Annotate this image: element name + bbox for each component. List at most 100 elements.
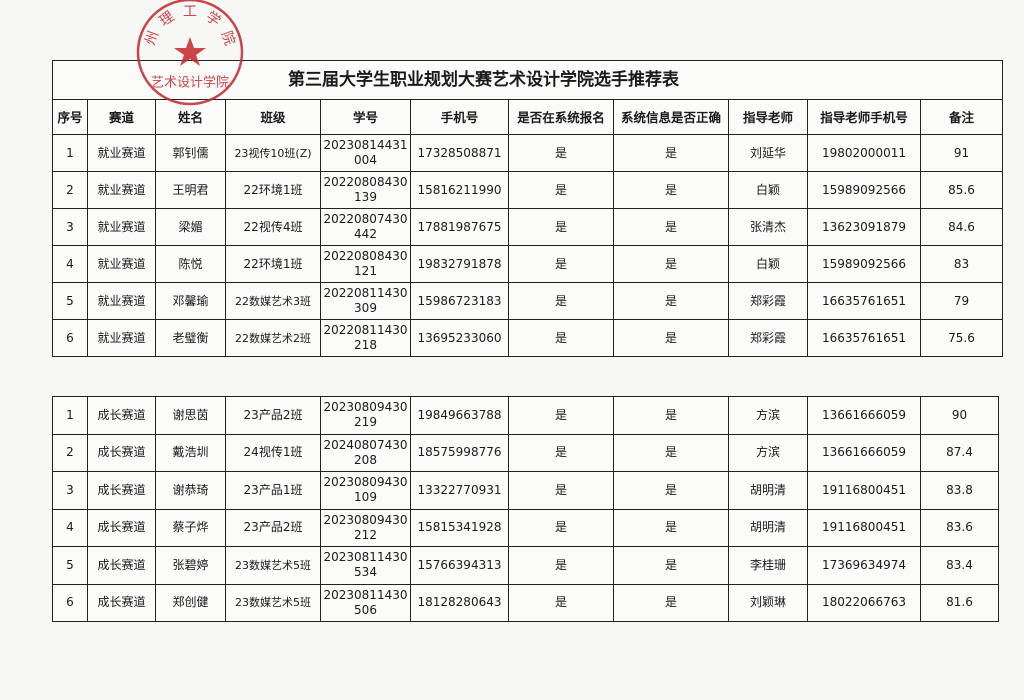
phone-cell: 17881987675 [410, 208, 509, 246]
header-cell: 班级 [225, 99, 321, 135]
table-row: 4 成长赛道 蔡子烨 23产品2班 20230809430 212 15815341928 是… [52, 508, 999, 547]
seq-cell: 2 [52, 433, 88, 472]
student-id-line: 20230809430 [323, 512, 408, 527]
phone-cell: 18128280643 [410, 583, 509, 622]
seq-cell: 1 [52, 396, 88, 435]
header-row: 序号 赛道 姓名 班级 学号 手机号 是否在系统报名 系统信息是否正确 指导老师… [52, 99, 1003, 135]
class-cell: 23视传10班(Z) [225, 134, 321, 172]
phone-cell: 15766394313 [410, 546, 509, 585]
track-cell: 就业赛道 [87, 208, 156, 246]
class-cell: 24视传1班 [225, 433, 321, 472]
teacher-phone-cell: 15989092566 [807, 171, 921, 209]
phone-cell: 15816211990 [410, 171, 509, 209]
track-cell: 成长赛道 [87, 396, 156, 435]
student-id-line: 20220808430 [323, 249, 408, 263]
class-cell: 22环境1班 [225, 171, 321, 209]
note-cell: 87.4 [920, 433, 999, 472]
student-id-line: 20220811430 [323, 286, 408, 300]
name-cell: 戴浩圳 [155, 433, 226, 472]
note-cell: 91 [920, 134, 1003, 172]
seq-cell: 4 [52, 245, 88, 283]
name-cell: 邓馨瑜 [155, 282, 226, 320]
track-cell: 就业赛道 [87, 134, 156, 172]
table-row: 2 成长赛道 戴浩圳 24视传1班 20240807430 208 18575998776 是… [52, 433, 999, 472]
teacher-cell: 郑彩霞 [728, 282, 808, 320]
note-cell: 81.6 [920, 583, 999, 622]
student-id-line: 218 [354, 338, 377, 352]
teacher-phone-cell: 15989092566 [807, 245, 921, 283]
teacher-phone-cell: 18022066763 [807, 583, 921, 622]
teacher-cell: 李桂珊 [728, 546, 808, 585]
name-cell: 郑创健 [155, 583, 226, 622]
teacher-cell: 郑彩霞 [728, 319, 808, 357]
phone-cell: 13322770931 [410, 471, 509, 510]
table-row: 6 就业赛道 老璧衡 22数媒艺术2班 20220811430 218 1369523306… [52, 319, 1003, 357]
registered-cell: 是 [508, 508, 614, 547]
info-correct-cell: 是 [613, 546, 729, 585]
student-id-line: 20220811430 [323, 323, 408, 337]
info-correct-cell: 是 [613, 171, 729, 209]
class-cell: 22数媒艺术3班 [225, 282, 321, 320]
teacher-cell: 刘延华 [728, 134, 808, 172]
info-correct-cell: 是 [613, 134, 729, 172]
registered-cell: 是 [508, 396, 614, 435]
name-cell: 郭钊儒 [155, 134, 226, 172]
student-id-line: 20230809430 [323, 475, 408, 490]
student-id-line: 20240807430 [323, 437, 408, 452]
header-cell: 指导老师手机号 [807, 99, 921, 135]
note-cell: 83.8 [920, 471, 999, 510]
class-cell: 23数媒艺术5班 [225, 583, 321, 622]
track-cell: 就业赛道 [87, 245, 156, 283]
teacher-phone-cell: 16635761651 [807, 319, 921, 357]
student-id-line: 20230811430 [323, 550, 408, 565]
phone-cell: 13695233060 [410, 319, 509, 357]
class-cell: 22视传4班 [225, 208, 321, 246]
teacher-cell: 刘颖琳 [728, 583, 808, 622]
teacher-cell: 胡明清 [728, 471, 808, 510]
name-cell: 张碧婷 [155, 546, 226, 585]
info-correct-cell: 是 [613, 471, 729, 510]
registered-cell: 是 [508, 134, 614, 172]
teacher-cell: 白颖 [728, 245, 808, 283]
seq-cell: 3 [52, 471, 88, 510]
teacher-phone-cell: 17369634974 [807, 546, 921, 585]
teacher-phone-cell: 16635761651 [807, 282, 921, 320]
registered-cell: 是 [508, 546, 614, 585]
table-row: 5 就业赛道 邓馨瑜 22数媒艺术3班 20220811430 309 1598672318… [52, 282, 1003, 320]
header-cell: 备注 [920, 99, 1003, 135]
teacher-cell: 方滨 [728, 396, 808, 435]
student-id-cell: 20230811430 506 [320, 583, 411, 622]
student-id-line: 208 [354, 452, 377, 467]
student-id-line: 109 [354, 490, 377, 505]
student-id-line: 442 [354, 227, 377, 241]
info-correct-cell: 是 [613, 245, 729, 283]
name-cell: 老璧衡 [155, 319, 226, 357]
student-id-line: 212 [354, 527, 377, 542]
class-cell: 23数媒艺术5班 [225, 546, 321, 585]
teacher-cell: 方滨 [728, 433, 808, 472]
table-row: 1 就业赛道 郭钊儒 23视传10班(Z) 20230814431 004 17328508… [52, 134, 1003, 172]
track-cell: 成长赛道 [87, 471, 156, 510]
name-cell: 梁媚 [155, 208, 226, 246]
table-row: 2 就业赛道 王明君 22环境1班 20220808430 139 15816211990 是… [52, 171, 1003, 209]
name-cell: 谢思茵 [155, 396, 226, 435]
info-correct-cell: 是 [613, 433, 729, 472]
header-cell: 指导老师 [728, 99, 808, 135]
registered-cell: 是 [508, 471, 614, 510]
track-cell: 成长赛道 [87, 583, 156, 622]
student-id-cell: 20230814431 004 [320, 134, 411, 172]
note-cell: 83.4 [920, 546, 999, 585]
student-id-cell: 20230811430 534 [320, 546, 411, 585]
seal-top-lettering: 州 理 工 学 院 [142, 4, 237, 48]
header-cell: 姓名 [155, 99, 226, 135]
seal-char: 学 [203, 9, 224, 30]
info-correct-cell: 是 [613, 282, 729, 320]
registered-cell: 是 [508, 282, 614, 320]
header-cell: 学号 [320, 99, 411, 135]
track-cell: 就业赛道 [87, 319, 156, 357]
table-row: 3 成长赛道 谢恭琦 23产品1班 20230809430 109 13322770931 是… [52, 471, 999, 510]
track-cell: 成长赛道 [87, 508, 156, 547]
seq-cell: 3 [52, 208, 88, 246]
teacher-cell: 张清杰 [728, 208, 808, 246]
track-cell: 成长赛道 [87, 433, 156, 472]
